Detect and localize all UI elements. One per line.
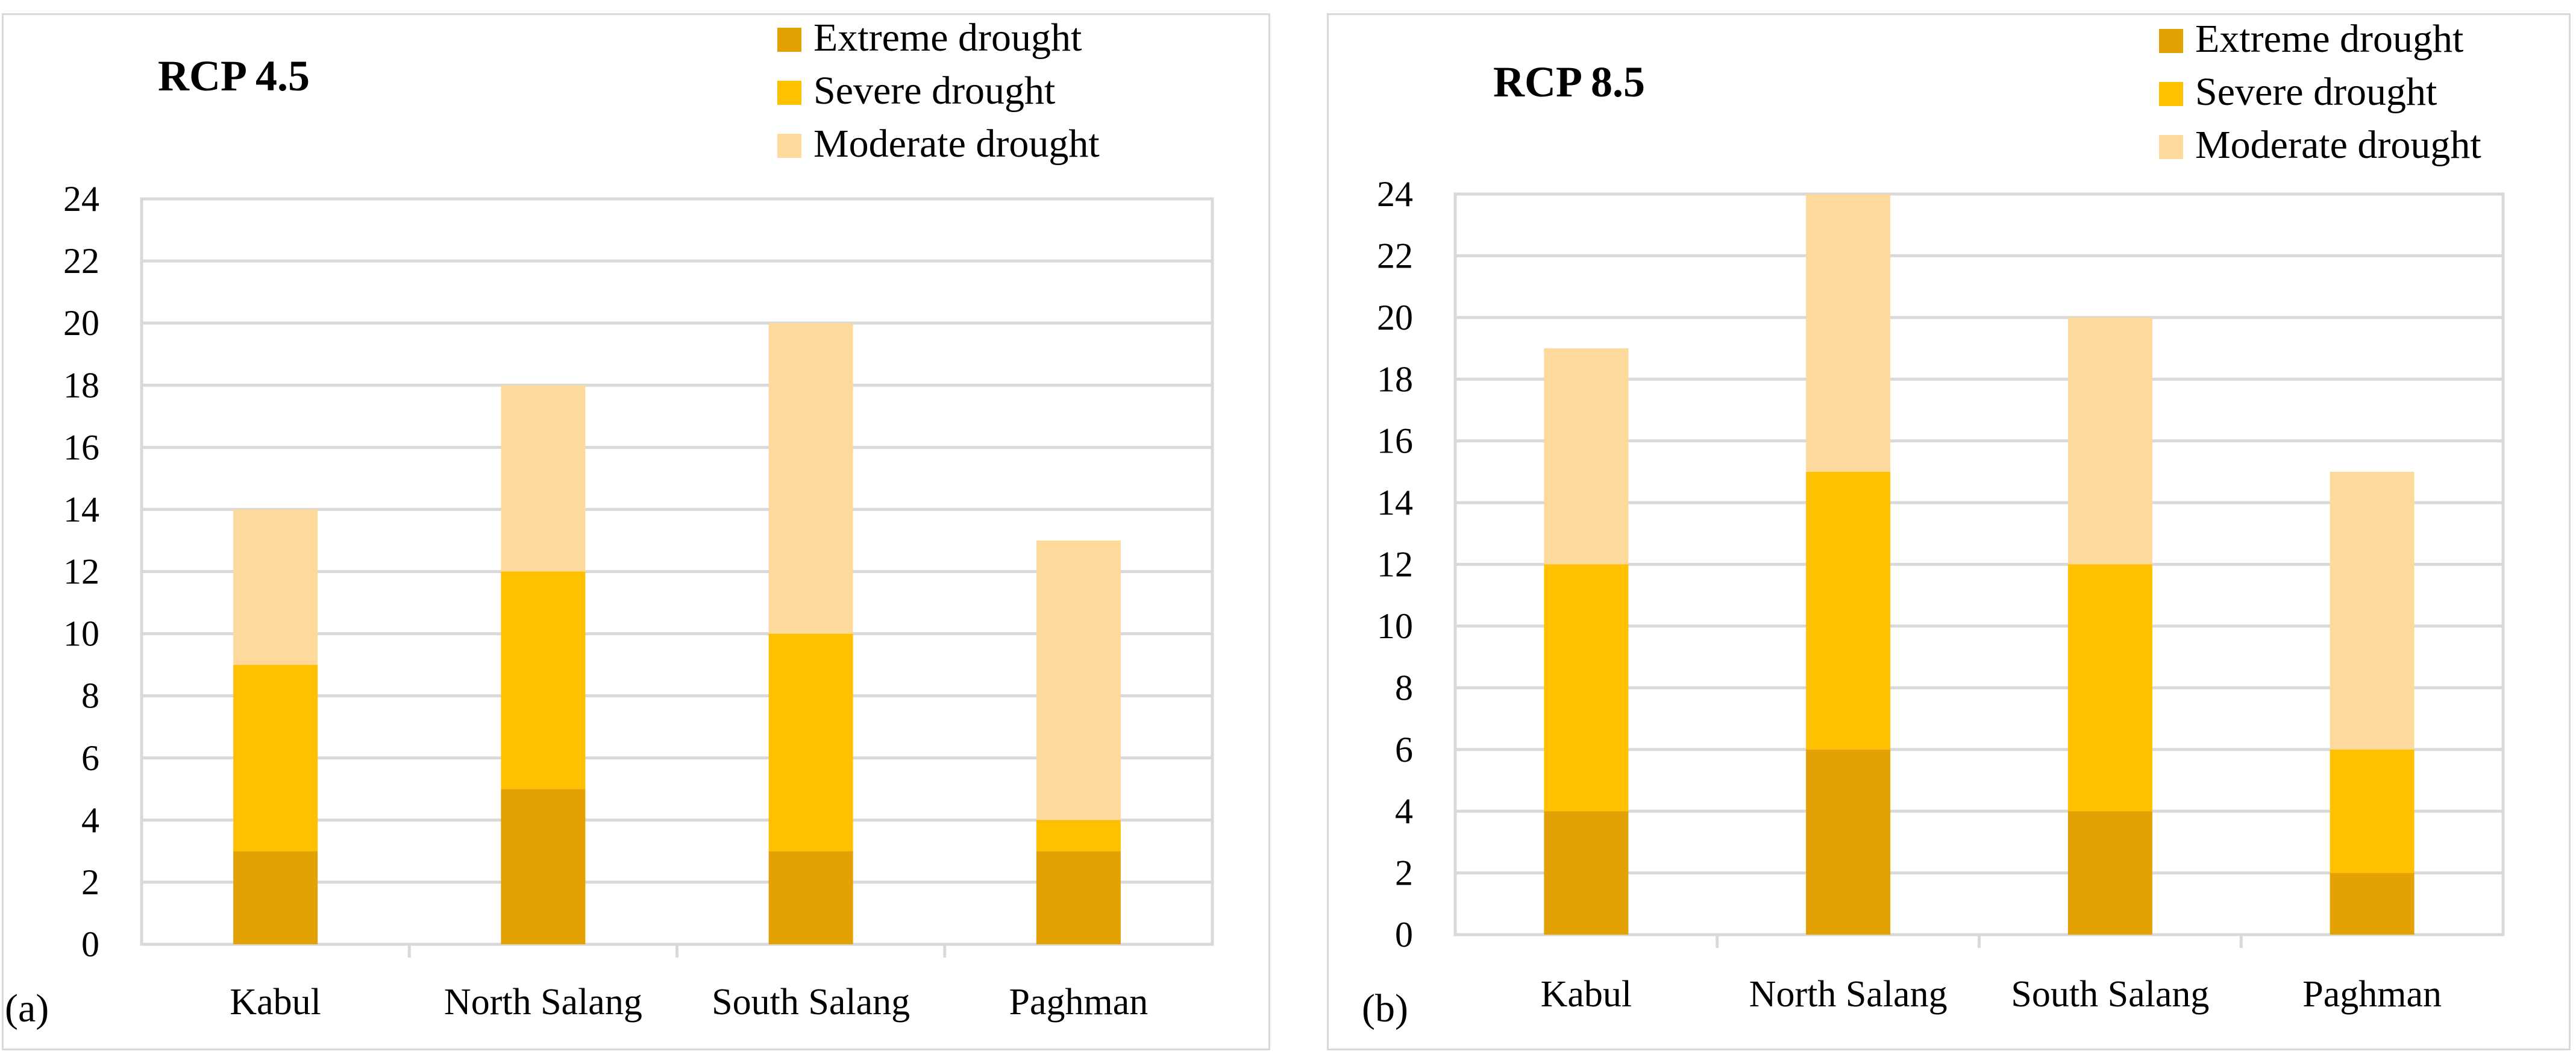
y-tick-label: 4 xyxy=(81,800,99,840)
bar-segment-moderate-drought xyxy=(1544,348,1629,565)
x-category-label: Paghman xyxy=(1009,982,1149,1023)
legend-label: Moderate drought xyxy=(813,122,1100,166)
y-tick-label: 24 xyxy=(1377,174,1413,214)
bar-segment-extreme-drought xyxy=(1806,749,1891,935)
panel-label: (a) xyxy=(5,986,49,1030)
y-tick-label: 8 xyxy=(81,676,99,716)
legend-swatch xyxy=(777,134,801,158)
y-tick-label: 22 xyxy=(63,241,99,281)
x-category-label: Kabul xyxy=(1541,974,1632,1015)
y-tick-label: 8 xyxy=(1395,668,1413,707)
x-category-label: North Salang xyxy=(444,982,642,1023)
y-tick-label: 6 xyxy=(1395,730,1413,770)
bar-segment-severe-drought xyxy=(233,665,318,851)
legend-label: Extreme drought xyxy=(2195,17,2463,61)
bar-segment-moderate-drought xyxy=(2067,317,2152,565)
bar-segment-moderate-drought xyxy=(768,323,853,634)
chart-title: RCP 8.5 xyxy=(1493,58,1645,106)
y-tick-label: 18 xyxy=(1377,359,1413,399)
y-tick-label: 18 xyxy=(63,365,99,405)
bar-segment-severe-drought xyxy=(768,633,853,851)
legend-swatch xyxy=(2159,135,2183,159)
legend-swatch xyxy=(777,81,801,105)
bar-segment-moderate-drought xyxy=(1036,540,1121,820)
bar-segment-extreme-drought xyxy=(2330,873,2415,935)
legend-label: Moderate drought xyxy=(2195,123,2481,167)
legend-swatch xyxy=(2159,29,2183,53)
bar-segment-severe-drought xyxy=(1544,564,1629,812)
y-tick-label: 6 xyxy=(81,738,99,778)
bar-segment-extreme-drought xyxy=(1036,851,1121,944)
y-tick-label: 2 xyxy=(81,862,99,902)
y-tick-label: 0 xyxy=(1395,915,1413,955)
bar-segment-extreme-drought xyxy=(233,851,318,944)
legend-swatch xyxy=(2159,82,2183,106)
y-tick-label: 14 xyxy=(63,489,99,529)
y-tick-label: 14 xyxy=(1377,483,1413,522)
y-tick-label: 16 xyxy=(63,427,99,467)
x-category-label: Paghman xyxy=(2302,974,2442,1015)
x-category-label: Kabul xyxy=(230,982,321,1023)
y-tick-label: 2 xyxy=(1395,853,1413,893)
y-tick-label: 22 xyxy=(1377,236,1413,275)
x-category-label: South Salang xyxy=(2011,974,2209,1015)
y-tick-label: 12 xyxy=(1377,545,1413,585)
chart-title: RCP 4.5 xyxy=(158,52,310,100)
bar-segment-severe-drought xyxy=(2067,564,2152,812)
y-tick-label: 16 xyxy=(1377,421,1413,461)
y-tick-label: 20 xyxy=(63,303,99,343)
y-tick-label: 10 xyxy=(1377,606,1413,646)
y-tick-label: 0 xyxy=(81,924,99,964)
legend-label: Severe drought xyxy=(813,69,1055,113)
bar-segment-moderate-drought xyxy=(233,509,318,665)
bar-segment-moderate-drought xyxy=(2330,471,2415,750)
y-tick-label: 12 xyxy=(63,552,99,592)
bar-segment-severe-drought xyxy=(1806,471,1891,750)
y-tick-label: 24 xyxy=(63,179,99,219)
bar-segment-extreme-drought xyxy=(1544,811,1629,935)
bar-segment-extreme-drought xyxy=(2067,811,2152,935)
bar-segment-extreme-drought xyxy=(768,851,853,944)
legend-swatch xyxy=(777,28,801,52)
y-tick-label: 10 xyxy=(63,614,99,654)
legend-label: Extreme drought xyxy=(813,16,1082,60)
y-tick-label: 20 xyxy=(1377,298,1413,337)
legend-label: Severe drought xyxy=(2195,70,2437,114)
bar-segment-moderate-drought xyxy=(501,385,586,572)
bar-segment-extreme-drought xyxy=(501,789,586,944)
bar-segment-moderate-drought xyxy=(1806,194,1891,472)
bar-segment-severe-drought xyxy=(2330,749,2415,873)
bar-segment-severe-drought xyxy=(501,571,586,789)
x-category-label: North Salang xyxy=(1749,974,1948,1015)
x-category-label: South Salang xyxy=(712,982,910,1023)
y-tick-label: 4 xyxy=(1395,791,1413,831)
panel-label: (b) xyxy=(1362,986,1408,1030)
bar-segment-severe-drought xyxy=(1036,820,1121,851)
